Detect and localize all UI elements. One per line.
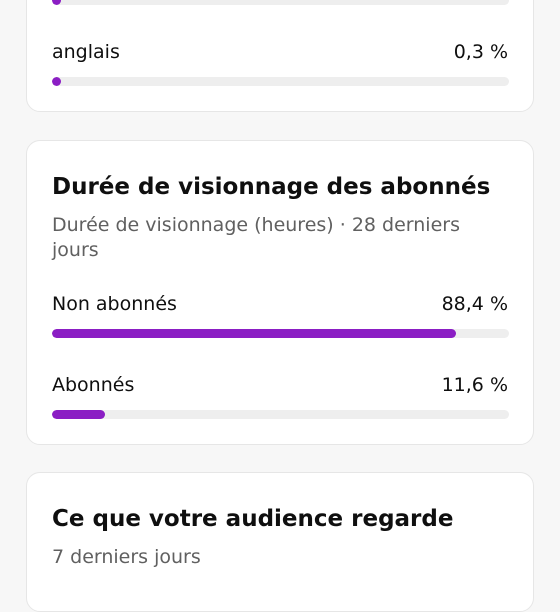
card-subtitle: 7 derniers jours [52, 546, 201, 568]
language-bar-fill-english [52, 77, 61, 86]
bar-track-subscribers [52, 410, 509, 419]
bar-fill-non-subscribers [52, 329, 456, 338]
card-title: Durée de visionnage des abonnés [52, 174, 491, 200]
language-bar-fill-previous [52, 0, 61, 5]
row-label-subscribers: Abonnés [52, 374, 135, 396]
language-bar-track-english [52, 77, 509, 86]
audience-watching-card: Ce que votre audience regarde 7 derniers… [26, 472, 534, 612]
bar-fill-subscribers [52, 410, 105, 419]
bar-track-non-subscribers [52, 329, 509, 338]
language-label-english: anglais [52, 41, 120, 63]
row-value-non-subscribers: 88,4 % [441, 293, 508, 315]
language-card: anglais 0,3 % [26, 0, 534, 112]
language-bar-track-previous [52, 0, 509, 5]
subscriber-watch-time-card: Durée de visionnage des abonnés Durée de… [26, 140, 534, 445]
row-label-non-subscribers: Non abonnés [52, 293, 177, 315]
row-value-subscribers: 11,6 % [441, 374, 508, 396]
card-subtitle: Durée de visionnage (heures) · 28 dernie… [52, 214, 460, 261]
language-value-english: 0,3 % [453, 41, 508, 63]
card-title: Ce que votre audience regarde [52, 506, 454, 532]
